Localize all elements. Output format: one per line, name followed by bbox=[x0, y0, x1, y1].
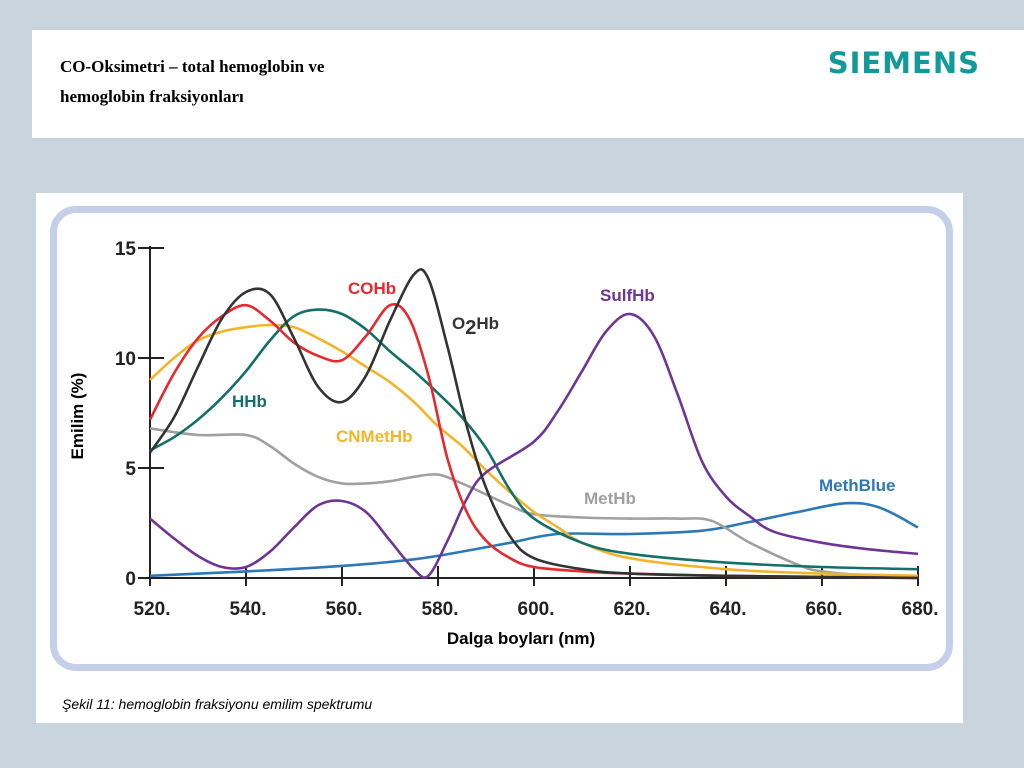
y-axis-label: Emilim (%) bbox=[68, 373, 87, 460]
x-tick-label: 540. bbox=[230, 599, 267, 620]
series-line-sulfhb bbox=[149, 312, 919, 579]
series-line-cnmethb bbox=[149, 323, 919, 578]
series-line-o2hb bbox=[148, 268, 919, 580]
slide-header: CO-Oksimetri – total hemoglobin ve hemog… bbox=[32, 30, 1024, 138]
page-title: CO-Oksimetri – total hemoglobin ve hemog… bbox=[60, 52, 480, 112]
x-tick-label: 580. bbox=[422, 599, 459, 620]
x-tick-label: 620. bbox=[614, 599, 651, 620]
y-tick-label: 5 bbox=[125, 459, 136, 480]
absorption-spectrum-chart: 0 5 10 15 520. 540. 560. 580. 600. 620. 640. 660. 68… bbox=[68, 239, 938, 648]
siemens-logo: SIEMENS bbox=[827, 46, 980, 80]
chart-frame bbox=[50, 206, 953, 671]
series-label-sulfhb: SulfHb bbox=[600, 286, 655, 305]
figure-panel: 0 5 10 15 520. 540. 560. 580. 600. 620. 640. 660. 68… bbox=[36, 193, 963, 723]
x-tick-label: 660. bbox=[806, 599, 843, 620]
series-label-methb: MetHb bbox=[584, 489, 636, 508]
y-tick-label: 0 bbox=[125, 569, 136, 590]
title-line-1: CO-Oksimetri – total hemoglobin ve bbox=[60, 57, 325, 76]
chart-labels: COHb O2Hb HHb CNMetHb MetHb SulfHb MethBlue bbox=[232, 279, 896, 508]
x-axis-label: Dalga boyları (nm) bbox=[447, 629, 595, 648]
x-tick-label: 680. bbox=[902, 599, 939, 620]
x-tick-label: 640. bbox=[710, 599, 747, 620]
series-label-o2hb: O2Hb bbox=[452, 314, 499, 339]
y-tick-label: 10 bbox=[115, 349, 136, 370]
x-tick-label: 560. bbox=[326, 599, 363, 620]
series-line-methblue bbox=[149, 501, 919, 578]
series-label-cohb: COHb bbox=[348, 279, 396, 298]
title-line-2: hemoglobin fraksiyonları bbox=[60, 87, 244, 106]
series-line-hhb bbox=[149, 308, 919, 571]
series-label-hhb: HHb bbox=[232, 392, 267, 411]
series-label-methblue: MethBlue bbox=[819, 476, 896, 495]
figure-caption: Şekil 11: hemoglobin fraksiyonu emilim s… bbox=[62, 696, 373, 712]
y-tick-label: 15 bbox=[115, 239, 137, 260]
series-line-methb bbox=[149, 427, 919, 580]
x-tick-label: 600. bbox=[518, 599, 555, 620]
chart-series bbox=[148, 268, 919, 580]
chart-axes: 0 5 10 15 520. 540. 560. 580. 600. 620. 640. 660. 68… bbox=[68, 239, 938, 648]
x-tick-label: 520. bbox=[134, 599, 171, 620]
series-label-cnmethb: CNMetHb bbox=[336, 427, 413, 446]
